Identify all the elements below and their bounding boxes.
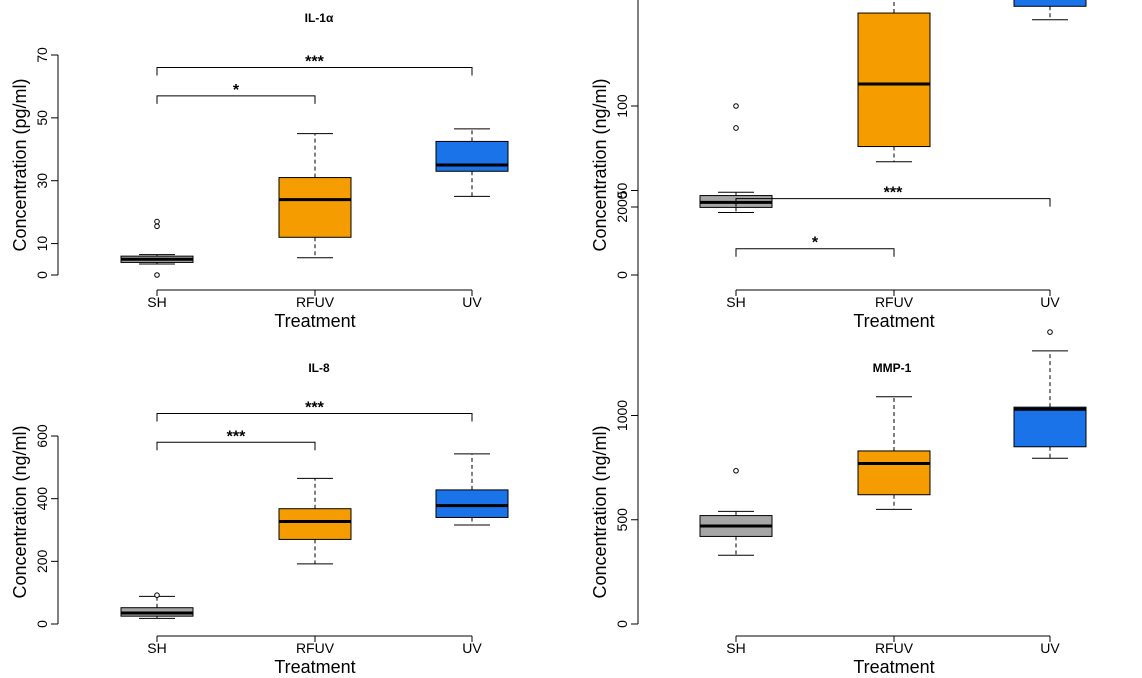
significance-bracket: [156, 95, 316, 104]
box-uv: [435, 140, 509, 172]
x-tick-label: UV: [462, 294, 482, 310]
outlier-point: [733, 125, 739, 131]
x-axis-label: Treatment: [853, 311, 934, 331]
y-tick-label: 70: [34, 47, 50, 63]
box-uv: [1013, 406, 1087, 448]
x-tick-label: SH: [726, 640, 745, 656]
panel-title: IL-1α: [305, 11, 334, 25]
y-tick-label: 200: [34, 549, 50, 573]
y-axis-label: Concentration (ng/ml): [590, 78, 610, 251]
box-uv: [435, 489, 509, 518]
outlier-point: [154, 223, 160, 230]
box-rfuv: [278, 177, 352, 238]
y-tick-label: 0: [34, 271, 50, 279]
outlier-point: [154, 218, 160, 225]
significance-label: *: [233, 82, 240, 99]
x-tick-label: UV: [462, 640, 482, 656]
significance-label: ***: [305, 399, 324, 416]
x-tick-label: RFUV: [875, 294, 914, 310]
x-tick-label: RFUV: [875, 640, 914, 656]
significance-bracket: [156, 441, 316, 451]
x-tick-label: SH: [147, 640, 166, 656]
y-tick-label: 0: [614, 620, 630, 628]
x-axis-label: Treatment: [274, 311, 355, 331]
outlier-point: [154, 592, 160, 598]
x-tick-label: SH: [726, 294, 745, 310]
y-tick-label: 0: [34, 620, 50, 628]
outlier-point: [154, 272, 160, 278]
y-axis-label: Concentration (pg/ml): [10, 78, 30, 251]
x-axis-label: Treatment: [274, 657, 355, 677]
significance-bracket: [156, 67, 473, 76]
panel-2: IL-6050100200Concentration (ng/ml)SHRFUV…: [590, 0, 1087, 331]
y-tick-label: 0: [614, 271, 630, 279]
x-axis-label: Treatment: [853, 657, 934, 677]
significance-bracket: [156, 412, 473, 422]
box-rfuv: [857, 12, 931, 148]
x-tick-label: SH: [147, 294, 166, 310]
significance-label: *: [812, 235, 819, 252]
box-uv: [1013, 0, 1087, 7]
panel-title: MMP-1: [873, 361, 912, 375]
y-tick-label: 10: [34, 236, 50, 252]
y-tick-label: 600: [34, 424, 50, 448]
x-tick-label: UV: [1040, 294, 1060, 310]
y-axis-label: Concentration (ng/ml): [10, 425, 30, 598]
y-axis-label: Concentration (ng/ml): [590, 425, 610, 598]
significance-bracket: [735, 198, 1051, 207]
y-tick-label: 1000: [614, 400, 630, 431]
outlier-point: [1047, 329, 1053, 335]
y-tick-label: 50: [614, 183, 630, 199]
x-tick-label: RFUV: [296, 294, 335, 310]
outlier-point: [733, 467, 739, 474]
significance-label: ***: [227, 428, 246, 445]
y-tick-label: 400: [34, 487, 50, 511]
box-rfuv: [278, 508, 352, 540]
y-tick-label: 100: [614, 94, 630, 118]
y-tick-label: 2000: [614, 191, 630, 222]
y-tick-label: 30: [34, 173, 50, 189]
x-tick-label: RFUV: [296, 640, 335, 656]
significance-bracket: [735, 248, 895, 257]
box-rfuv: [857, 450, 931, 496]
significance-label: ***: [884, 185, 903, 202]
x-tick-label: UV: [1040, 640, 1060, 656]
significance-label: ***: [305, 54, 324, 71]
outlier-point: [733, 103, 739, 109]
panel-title: IL-8: [308, 361, 330, 375]
y-tick-label: 50: [34, 110, 50, 126]
y-tick-label: 500: [614, 508, 630, 532]
